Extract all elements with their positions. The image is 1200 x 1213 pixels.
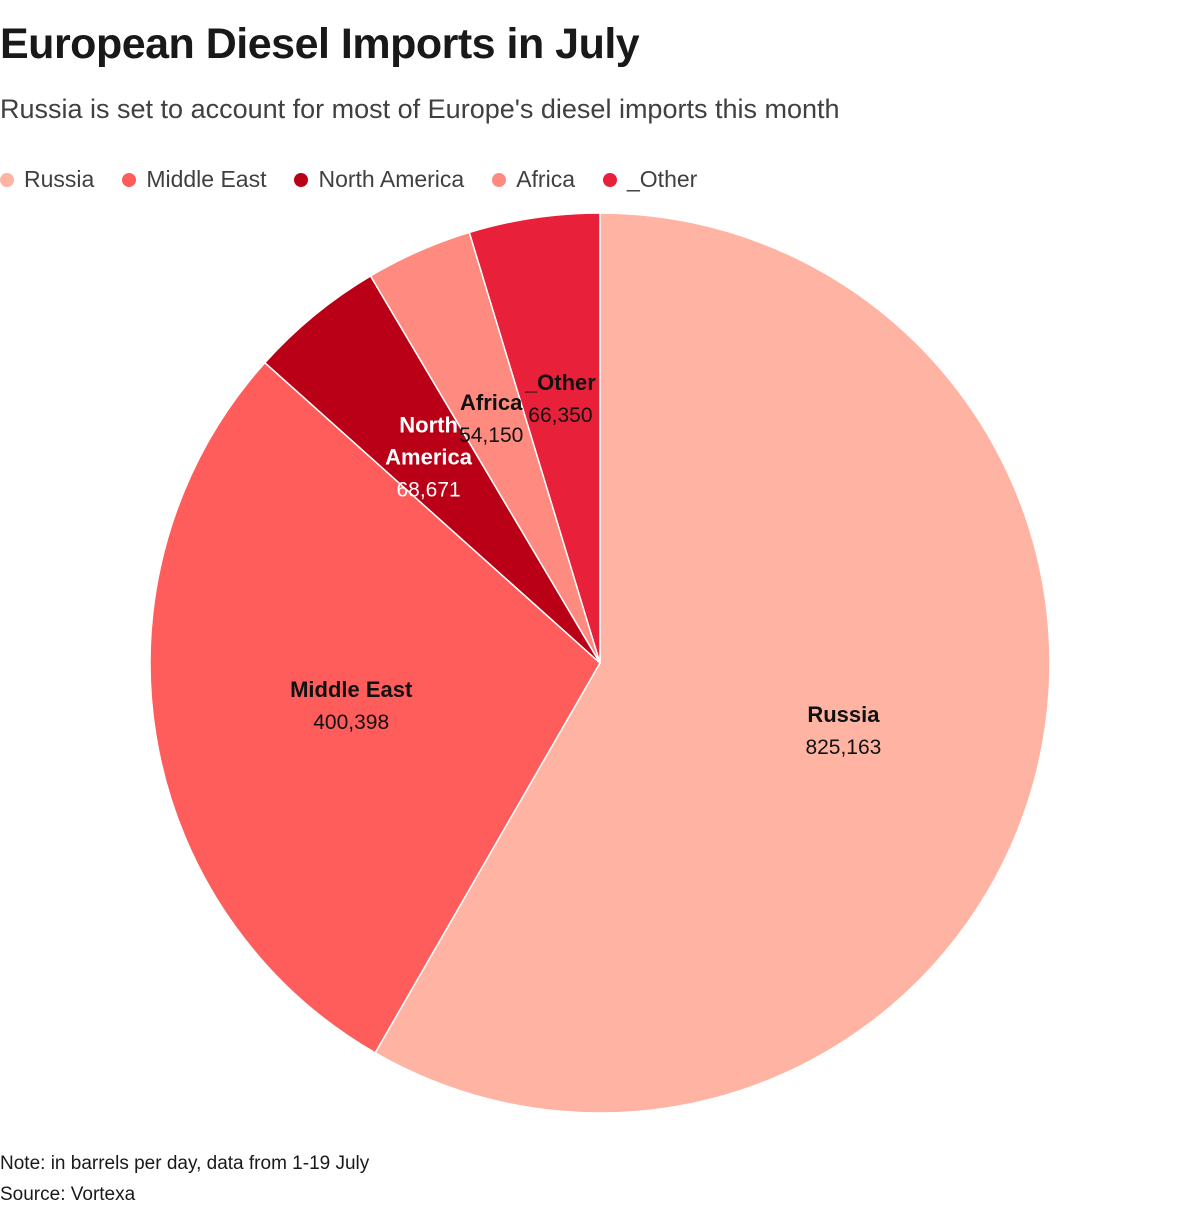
legend-swatch — [294, 172, 309, 187]
slice-label-other: _Other — [524, 370, 596, 395]
legend-label: Russia — [24, 166, 95, 192]
pie-slice-other — [468, 212, 601, 664]
slice-value-north-america: 68,671 — [396, 478, 460, 501]
slice-value-africa: 54,150 — [459, 424, 523, 447]
legend-item-middle-east: Middle East — [122, 166, 266, 193]
chart-subtitle: Russia is set to account for most of Eur… — [0, 94, 840, 124]
chart-note: Note: in barrels per day, data from 1-19… — [0, 1153, 370, 1174]
slice-label-africa: Africa — [460, 390, 523, 415]
legend-label: Africa — [516, 166, 575, 192]
slice-label-middle-east: Middle East — [290, 677, 413, 702]
legend-swatch — [492, 172, 507, 187]
legend-swatch — [122, 172, 137, 187]
legend-label: Middle East — [146, 166, 267, 192]
slice-value-middle-east: 400,398 — [313, 711, 389, 734]
chart-legend: Russia Middle East North America Africa _Oth… — [0, 166, 725, 193]
legend-item-africa: Africa — [492, 166, 575, 193]
slice-label-north-america: North America — [385, 412, 473, 469]
legend-item-other: _Other — [603, 166, 697, 193]
legend-swatch — [0, 172, 14, 187]
legend-label: North America — [318, 166, 465, 192]
pie-slice-middle-east — [149, 361, 601, 1054]
pie-slice-russia — [374, 212, 1051, 1114]
slice-label-russia: Russia — [807, 702, 880, 727]
chart-source: Source: Vortexa — [0, 1184, 136, 1205]
legend-label: _Other — [627, 166, 698, 192]
chart-title: European Diesel Imports in July — [0, 20, 640, 68]
legend-item-russia: Russia — [0, 166, 94, 193]
legend-swatch — [603, 172, 617, 187]
legend-item-north-america: North America — [294, 166, 464, 193]
slice-value-russia: 825,163 — [805, 736, 881, 759]
slice-value-other: 66,350 — [528, 404, 592, 427]
